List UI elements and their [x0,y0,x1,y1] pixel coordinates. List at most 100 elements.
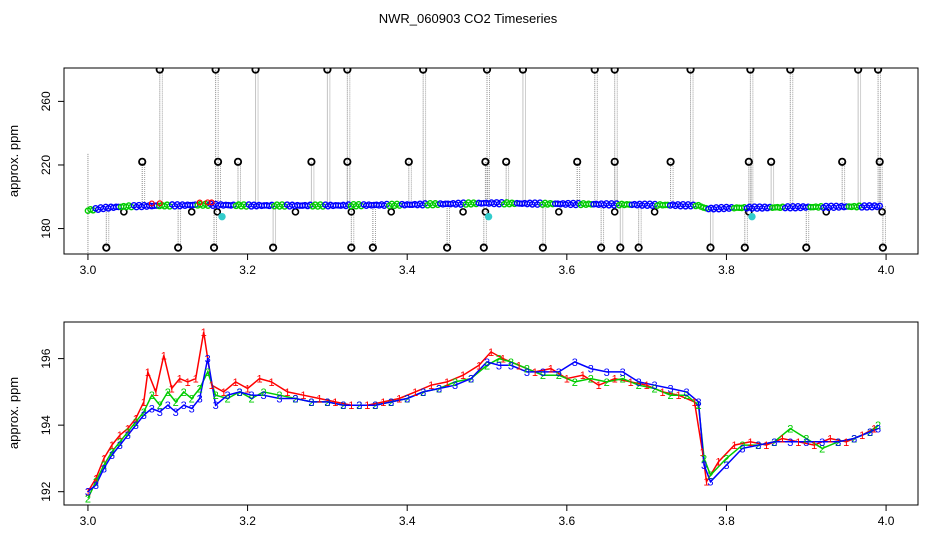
top-outlier-point-low [616,243,625,252]
top-outlier-point-small [555,208,563,216]
top-outlier-point-high [251,68,260,74]
bottom-series-1-point: 1 [93,473,99,485]
bottom-series-3-point: 3 [875,423,881,435]
bottom-series-3-point: 3 [739,443,745,455]
top-outlier-point-small [291,208,300,216]
bottom-series-2-point: 2 [109,447,115,459]
bottom-series-3-point: 3 [436,384,442,396]
bottom-series-2-point: 2 [755,440,761,452]
bottom-series-3-point: 3 [787,437,793,449]
bottom-series-1-point: 1 [177,374,183,386]
top-outlier-point-low [878,243,887,252]
top-outlier-point-mid [767,157,776,166]
bottom-ytick-label: 196 [39,348,53,368]
top-outlier-point-small [187,208,196,216]
top-outlier-point-mid [343,157,352,166]
top-ytick-label: 180 [39,218,53,238]
bottom-series-line-2 [87,357,879,499]
bottom-series-3-point: 3 [572,357,578,369]
bottom-series-2-point: 2 [117,437,123,449]
top-outlier-point-mid [610,157,619,166]
top-outlier-point-low [102,243,111,252]
top-outlier-point-high [746,68,755,74]
bottom-series-3-point: 3 [556,367,562,379]
bottom-series-1-point: 1 [827,433,833,445]
top-data-point [876,202,883,210]
top-outlier-point-low [706,243,715,252]
bottom-series-1-point: 1 [747,437,753,449]
top-outlier-point-high [155,68,164,74]
bottom-series-1-point: 1 [628,377,634,389]
bottom-series-3-point: 3 [93,480,99,492]
bottom-series-3-point: 3 [803,437,809,449]
top-outlier-point-low [802,243,811,252]
top-data-point-red [208,199,215,206]
bottom-series-2-point: 2 [524,364,530,376]
top-data-point-red [148,200,155,207]
bottom-series-1-point: 1 [85,487,91,499]
top-outlier-point-low [209,243,219,252]
top-outlier-point-low [597,243,606,252]
bottom-series-2-point: 2 [572,377,578,389]
bottom-series-3-point: 3 [835,437,841,449]
top-cyan-point [218,212,226,221]
bottom-series-2-point: 2 [652,384,658,396]
bottom-xtick-label: 3.8 [718,514,735,528]
bottom-series-3-point: 3 [109,450,115,462]
bottom-series-3-point: 3 [173,407,179,419]
bottom-series-1-point: 1 [795,437,801,449]
bottom-series-line-3 [87,358,879,493]
bottom-series-2-point: 2 [496,354,502,366]
top-outlier-point-mid [138,157,147,166]
bottom-panel-axes: 3.0 3.2 3.4 3.6 3.8 4.0 192 194 196 [39,348,895,528]
top-outlier-point-high [482,68,492,74]
top-outlier-point-high [873,68,883,74]
top-outlier-point-low [347,243,356,252]
bottom-series-2-point: 2 [308,397,314,409]
top-outlier-point-high [419,68,428,74]
bottom-series-1-point: 1 [125,423,131,435]
top-outlier-point-small [459,208,467,216]
bottom-series-1-point: 1 [548,364,554,376]
bottom-series-1-point: 1 [871,423,877,435]
bottom-series-1-point: 1 [233,377,239,389]
bottom-series-2-point: 2 [388,397,394,409]
bottom-series-1-point: 1 [284,387,290,399]
bottom-series-2-point: 2 [237,387,243,399]
bottom-series-2-point: 2 [85,493,91,505]
bottom-series-1-point: 1 [380,397,386,409]
top-xtick-label: 3.8 [718,263,735,277]
bottom-series-3-point: 3 [701,460,707,472]
bottom-series-3-point: 3 [771,437,777,449]
bottom-series-1-point: 1 [428,380,434,392]
bottom-series-2-point: 2 [701,453,707,465]
bottom-series-3-point: 3 [85,487,91,499]
bottom-series-1-point: 1 [596,380,602,392]
top-panel-ylabel: approx. ppm [6,125,21,197]
top-xtick-label: 3.2 [239,263,256,277]
bottom-series-3-point: 3 [540,367,546,379]
bottom-series-3-point: 3 [276,394,282,406]
bottom-series-1-point: 1 [332,397,338,409]
bottom-series-3-point: 3 [248,390,254,402]
bottom-series-2-point: 2 [292,394,298,406]
bottom-series-1-point: 1 [117,430,123,442]
bottom-series-2-point: 2 [668,390,674,402]
bottom-series-1-point: 1 [532,367,538,379]
bottom-series-2-point: 2 [436,384,442,396]
bottom-series-1-point: 1 [300,390,306,402]
bottom-series-3-point: 3 [604,367,610,379]
bottom-series-3-point: 3 [652,380,658,392]
bottom-series-1-point: 1 [209,380,215,392]
bottom-xtick-label: 4.0 [878,514,895,528]
top-outlier-point-mid [502,157,511,166]
bottom-series-1-point: 1 [185,377,191,389]
bottom-series-2-point: 2 [260,387,266,399]
top-data-point-red [156,200,163,207]
bottom-series-2-point: 2 [739,440,745,452]
bottom-series-3-point: 3 [125,430,131,442]
bottom-series-2-point: 2 [125,427,131,439]
